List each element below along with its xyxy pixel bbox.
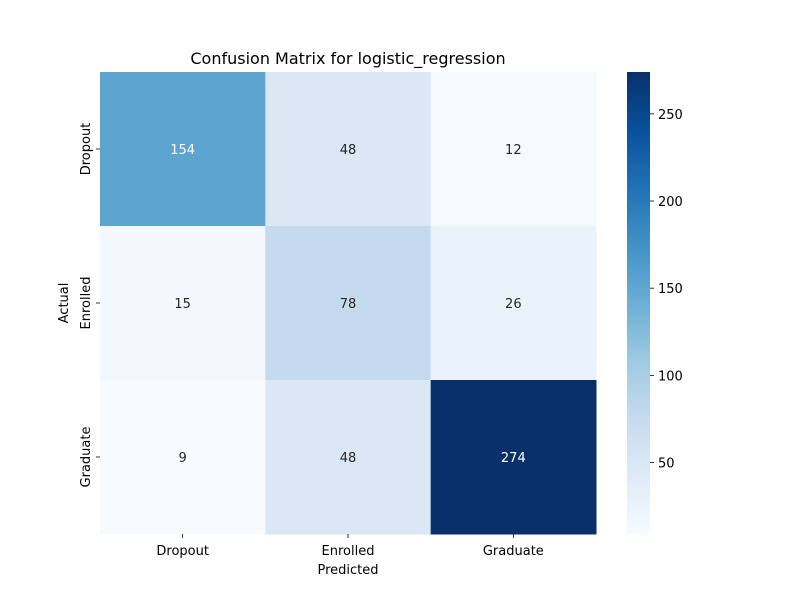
cell-value-label: 15	[174, 297, 191, 312]
heatmap-cell	[430, 380, 597, 535]
heatmap-cell-labels: 154 48 12 15 78 26 9 48 274	[170, 143, 525, 466]
cell-value-label: 48	[340, 451, 357, 466]
cell-value-label: 9	[179, 451, 187, 466]
colorbar-tick-label: 250	[658, 108, 683, 123]
cell-value-label: 12	[505, 143, 522, 158]
cell-value-label: 274	[501, 451, 526, 466]
x-tick-label: Graduate	[483, 544, 544, 559]
y-tick-label: Dropout	[79, 123, 94, 176]
x-tick-label: Enrolled	[322, 544, 375, 559]
heatmap-cell	[265, 72, 432, 227]
colorbar-gradient	[627, 72, 650, 534]
cell-value-label: 48	[340, 143, 357, 158]
heatmap-cell	[430, 226, 597, 381]
heatmap-cell	[100, 72, 266, 227]
cell-value-label: 78	[340, 297, 357, 312]
cell-value-label: 26	[505, 297, 522, 312]
colorbar-tick-label: 50	[658, 457, 675, 472]
y-tick-label: Enrolled	[79, 277, 94, 330]
heatmap-cell	[100, 380, 266, 535]
x-axis-ticks: Dropout Enrolled Graduate	[156, 534, 544, 559]
y-axis-ticks: Dropout Enrolled Graduate	[79, 123, 100, 488]
colorbar	[627, 72, 650, 534]
colorbar-ticks: 50 100 150 200 250	[650, 108, 683, 472]
heatmap-cells	[100, 72, 597, 535]
heatmap-cell	[430, 72, 597, 227]
chart-title: Confusion Matrix for logistic_regression	[190, 49, 505, 69]
cell-value-label: 154	[170, 143, 195, 158]
x-axis-label: Predicted	[317, 563, 378, 578]
colorbar-tick-label: 200	[658, 195, 683, 210]
colorbar-tick-label: 150	[658, 282, 683, 297]
x-tick-label: Dropout	[156, 544, 209, 559]
heatmap-cell	[100, 226, 266, 381]
y-axis-label: Actual	[57, 283, 72, 324]
heatmap-cell	[265, 380, 432, 535]
heatmap-cell	[265, 226, 432, 381]
y-tick-label: Graduate	[79, 427, 94, 488]
colorbar-tick-label: 100	[658, 369, 683, 384]
